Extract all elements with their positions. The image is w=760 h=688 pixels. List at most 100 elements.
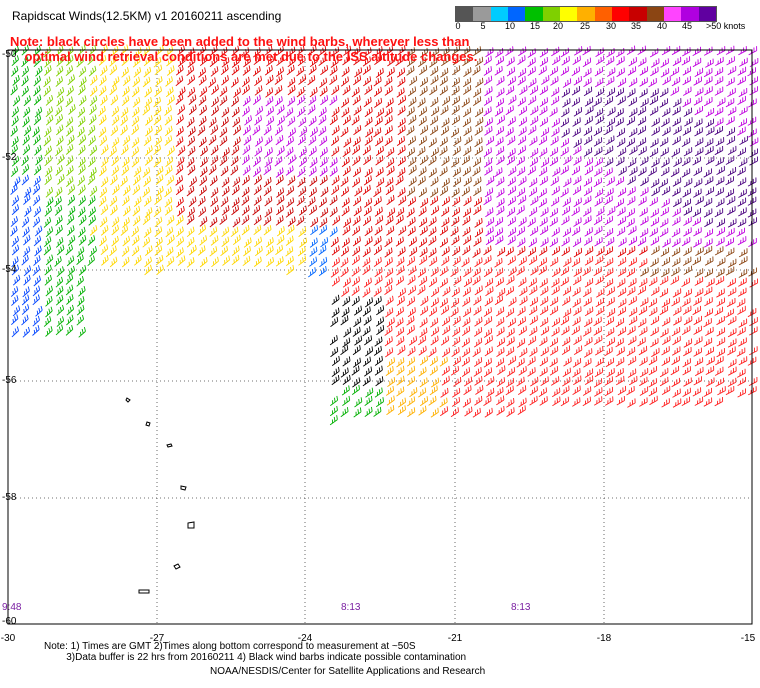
wind-barb bbox=[495, 288, 506, 297]
wind-barb bbox=[693, 397, 705, 406]
wind-barb bbox=[371, 236, 382, 246]
wind-barb bbox=[186, 197, 197, 207]
wind-barb bbox=[439, 207, 450, 216]
wind-barb bbox=[658, 328, 670, 337]
wind-barb bbox=[660, 317, 672, 326]
wind-barb bbox=[440, 246, 451, 255]
wind-barb bbox=[472, 317, 483, 326]
wind-barb bbox=[374, 68, 385, 78]
wind-barb bbox=[253, 106, 264, 116]
wind-barb bbox=[118, 176, 129, 186]
wind-barb bbox=[702, 86, 714, 95]
wind-barb bbox=[450, 115, 461, 124]
wind-barb bbox=[31, 255, 42, 265]
wind-barb bbox=[537, 148, 548, 157]
wind-barb bbox=[670, 77, 682, 86]
wind-barb bbox=[97, 76, 108, 86]
wind-barb bbox=[583, 97, 594, 106]
wind-barb bbox=[231, 88, 242, 98]
wind-barb bbox=[220, 256, 231, 266]
wind-barb bbox=[538, 296, 549, 305]
wind-barb bbox=[274, 215, 285, 225]
wind-barb bbox=[671, 177, 683, 186]
wind-barb bbox=[415, 285, 426, 294]
wind-barb bbox=[383, 336, 394, 346]
wind-barb bbox=[505, 328, 516, 337]
wind-barb bbox=[461, 126, 472, 135]
wind-barb bbox=[539, 158, 550, 167]
wind-barb bbox=[735, 348, 747, 357]
wind-barb bbox=[273, 245, 284, 255]
wind-barb bbox=[19, 164, 30, 174]
wind-barb bbox=[515, 246, 526, 255]
wind-barb bbox=[713, 67, 725, 76]
wind-barb bbox=[482, 147, 493, 156]
wind-barb bbox=[559, 237, 570, 246]
map-frame bbox=[8, 50, 752, 624]
wind-barb bbox=[570, 326, 581, 335]
wind-barb bbox=[305, 75, 316, 85]
wind-barb bbox=[417, 238, 428, 247]
wind-barb bbox=[516, 277, 527, 286]
wind-barb bbox=[240, 256, 251, 266]
wind-barb bbox=[440, 96, 451, 105]
wind-barb bbox=[429, 147, 440, 156]
wind-barb bbox=[372, 337, 383, 347]
wind-barb bbox=[9, 245, 20, 255]
wind-barb bbox=[417, 107, 428, 116]
wind-barb bbox=[702, 97, 714, 106]
wind-barb bbox=[593, 368, 605, 377]
wind-barb bbox=[471, 347, 482, 356]
wind-barb bbox=[74, 247, 85, 257]
wind-barb bbox=[660, 238, 672, 247]
wind-barb bbox=[605, 206, 617, 215]
wind-barb bbox=[206, 77, 217, 87]
wind-barb bbox=[54, 96, 65, 106]
wind-barb bbox=[428, 366, 439, 375]
wind-barb bbox=[594, 288, 606, 297]
wind-barb bbox=[165, 65, 176, 75]
wind-barb bbox=[626, 66, 638, 75]
wind-barb bbox=[417, 187, 428, 196]
wind-barb bbox=[482, 367, 493, 376]
wind-barb bbox=[658, 288, 670, 297]
wind-barb bbox=[283, 147, 294, 157]
wind-barb bbox=[493, 268, 504, 277]
wind-barb bbox=[174, 115, 185, 125]
wind-barb bbox=[504, 86, 515, 95]
wind-barb bbox=[405, 256, 416, 266]
wind-barb bbox=[30, 286, 41, 296]
wind-barb bbox=[681, 347, 693, 356]
wind-barb bbox=[107, 246, 118, 256]
wind-barb bbox=[162, 187, 173, 197]
wind-barb bbox=[538, 278, 549, 287]
wind-barb bbox=[681, 127, 693, 136]
wind-barb bbox=[517, 287, 528, 296]
wind-barb bbox=[439, 156, 450, 165]
wind-barb bbox=[483, 297, 494, 306]
wind-barb bbox=[405, 376, 416, 386]
wind-barb bbox=[482, 126, 493, 135]
wind-barb bbox=[8, 85, 19, 95]
wind-barb bbox=[671, 126, 683, 135]
wind-barb bbox=[736, 147, 748, 156]
wind-barb bbox=[748, 279, 760, 288]
wind-barb bbox=[339, 187, 350, 197]
wind-barb bbox=[428, 177, 439, 186]
wind-barb bbox=[65, 266, 76, 276]
wind-barb bbox=[239, 195, 250, 205]
wind-barb bbox=[747, 346, 759, 355]
wind-barb bbox=[515, 156, 526, 165]
wind-barb bbox=[515, 167, 526, 176]
wind-barb bbox=[681, 388, 693, 397]
wind-barb bbox=[151, 207, 162, 217]
wind-barb bbox=[395, 136, 406, 146]
wind-barb bbox=[318, 237, 329, 247]
wind-barb bbox=[329, 85, 340, 95]
wind-barb bbox=[473, 78, 484, 87]
wind-barb bbox=[537, 217, 548, 226]
wind-barb bbox=[561, 228, 572, 237]
wind-barb bbox=[273, 125, 284, 135]
wind-barb bbox=[341, 218, 352, 228]
wind-barb bbox=[41, 316, 52, 326]
